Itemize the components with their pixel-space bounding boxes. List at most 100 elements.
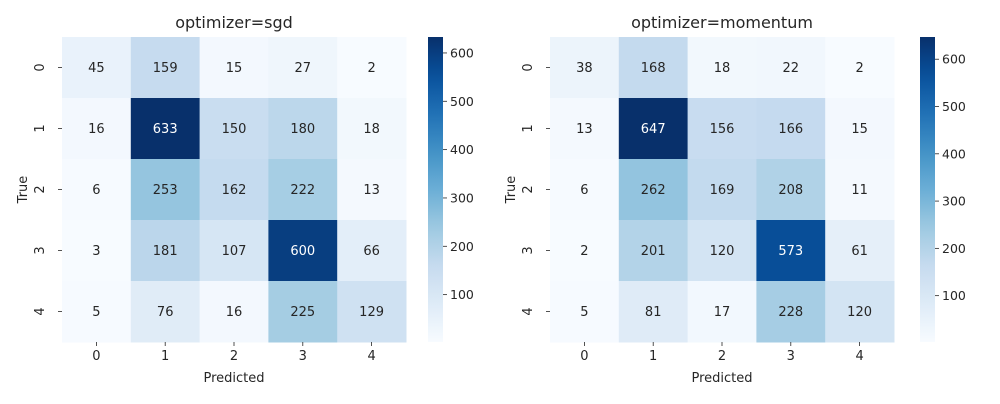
heatmap-cell-r3-c0 [550,220,620,282]
cell-value-label: 13 [576,122,593,137]
cell-value-label: 600 [290,244,315,259]
colorbar-tick-label: 400 [942,146,966,161]
heatmap-cell-r4-c2 [687,281,757,343]
heatmap-cell-r0-c3 [756,37,826,99]
colorbar-tick-label: 400 [450,142,474,157]
cell-value-label: 129 [359,305,384,320]
heatmap-cell-r1-c4 [825,98,895,160]
cell-value-label: 168 [641,61,666,76]
cell-value-label: 81 [645,305,662,320]
heatmap-cell-r3-c0 [62,220,132,282]
chart-title: optimizer=sgd [175,13,293,32]
heatmap-cell-r3-c3 [756,220,826,282]
heatmap-cell-r0-c0 [62,37,132,99]
cell-value-label: 15 [226,61,243,76]
heatmap-cell-r0-c0 [550,37,620,99]
heatmap-cell-r2-c4 [825,159,895,221]
cell-value-label: 181 [153,244,178,259]
x-tick-label: 3 [299,349,307,364]
heatmap-cell-r1-c2 [687,98,757,160]
cell-value-label: 120 [847,305,872,320]
heatmap-cell-r1-c0 [550,98,620,160]
cell-value-label: 76 [157,305,174,320]
colorbar-tick-label: 100 [942,288,966,303]
cell-value-label: 13 [363,183,380,198]
x-tick-label: 3 [787,349,795,364]
cell-value-label: 228 [778,305,803,320]
x-tick-label: 1 [161,349,169,364]
y-tick-label: 1 [33,124,48,132]
colorbar-tick-label: 500 [450,94,474,109]
cell-value-label: 16 [88,122,105,137]
x-tick-label: 2 [718,349,726,364]
heatmap-cell-r3-c4 [337,220,407,282]
heatmap-cell-r0-c1 [130,37,201,99]
heatmap-cell-r2-c3 [756,159,826,221]
y-tick-label: 4 [521,307,536,315]
heatmap-cell-r4-c1 [618,281,689,343]
heatmap-cell-r1-c0 [62,98,132,160]
y-tick-label: 3 [33,246,48,254]
cell-value-label: 222 [290,183,315,198]
cell-value-label: 5 [580,305,588,320]
heatmap-cell-r0-c2 [687,37,757,99]
cell-value-label: 253 [153,183,178,198]
cell-value-label: 120 [710,244,735,259]
cell-value-label: 156 [710,122,735,137]
colorbar-tick-label: 600 [942,52,966,67]
heatmap-cell-r1-c2 [199,98,269,160]
colorbar-tick-label: 500 [942,99,966,114]
colorbar [428,37,443,342]
heatmap-cell-r2-c1 [130,159,201,221]
colorbar-tick-label: 100 [450,287,474,302]
cell-value-label: 2 [580,244,588,259]
heatmap-cell-r3-c3 [268,220,338,282]
cell-value-label: 18 [363,122,380,137]
cell-value-label: 162 [222,183,247,198]
heatmap-cell-r2-c0 [62,159,132,221]
x-axis-label: Predicted [203,371,264,386]
y-tick-label: 3 [521,246,536,254]
heatmap-cell-r3-c1 [130,220,201,282]
heatmap-cell-r0-c4 [337,37,407,99]
x-tick-label: 4 [855,349,863,364]
colorbar [920,37,935,342]
heatmap-cell-r4-c1 [130,281,201,343]
cell-value-label: 107 [222,244,247,259]
cell-value-label: 262 [641,183,666,198]
heatmap-cell-r2-c2 [199,159,269,221]
cell-value-label: 225 [290,305,315,320]
heatmap-cell-r4-c0 [550,281,620,343]
heatmap-cell-r4-c3 [268,281,338,343]
cell-value-label: 150 [222,122,247,137]
y-tick-label: 2 [521,185,536,193]
cell-value-label: 27 [295,61,312,76]
chart-title: optimizer=momentum [631,13,813,32]
cell-value-label: 159 [153,61,178,76]
cell-value-label: 180 [290,122,315,137]
heatmap-cell-r4-c3 [756,281,826,343]
cell-value-label: 66 [363,244,380,259]
heatmap-cell-r3-c2 [199,220,269,282]
heatmap-cell-r1-c3 [268,98,338,160]
cell-value-label: 169 [710,183,735,198]
x-tick-label: 0 [92,349,100,364]
colorbar-tick-label: 600 [450,45,474,60]
heatmap-cell-r1-c1 [618,98,689,160]
colorbar-tick-label: 200 [942,241,966,256]
y-axis-label: True [504,176,519,205]
cell-value-label: 15 [851,122,868,137]
x-tick-label: 0 [580,349,588,364]
heatmap-cell-r3-c2 [687,220,757,282]
cell-value-label: 17 [714,305,731,320]
heatmap-cell-r1-c4 [337,98,407,160]
colorbar-tick-label: 200 [450,239,474,254]
y-axis-label: True [16,176,31,205]
cell-value-label: 208 [778,183,803,198]
cell-value-label: 18 [714,61,731,76]
cell-value-label: 2 [855,61,863,76]
